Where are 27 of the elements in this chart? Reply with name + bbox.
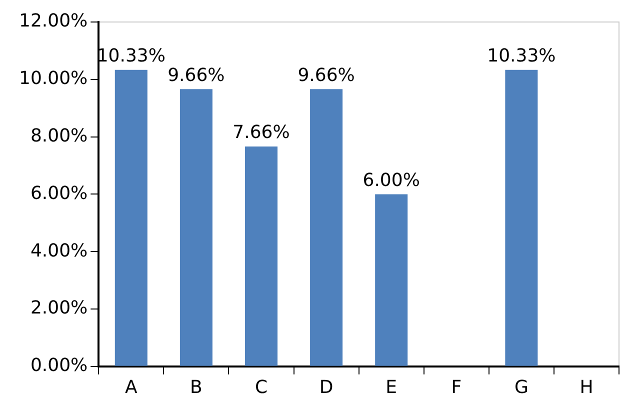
x-tick-label: C [254, 376, 268, 398]
x-tick-label: D [319, 376, 334, 398]
y-tick-label: 4.00% [30, 240, 88, 262]
bar [180, 89, 212, 366]
y-tick-label: 8.00% [30, 125, 88, 146]
x-tick-label: G [514, 376, 528, 398]
x-tick-label: E [386, 376, 398, 398]
y-tick-label: 0.00% [30, 355, 88, 376]
bar [244, 146, 278, 366]
y-tick-label: 6.00% [30, 182, 88, 204]
data-label: 9.66% [298, 64, 355, 86]
data-label: 6.00% [362, 170, 420, 191]
y-tick-label: 12.00% [18, 10, 88, 32]
data-label: 10.33% [96, 46, 166, 67]
bar [310, 89, 343, 366]
y-tick-label: 10.00% [18, 68, 88, 90]
x-tick-label: B [190, 376, 202, 398]
bar [375, 194, 408, 366]
x-tick-label: F [451, 376, 462, 398]
bar [114, 70, 148, 366]
y-tick-label: 2.00% [30, 298, 88, 319]
data-label: 7.66% [232, 122, 290, 144]
data-label: 9.66% [168, 64, 225, 86]
x-tick-label: A [124, 376, 138, 398]
bar [505, 70, 538, 366]
data-label: 10.33% [487, 46, 556, 67]
x-tick-label: H [580, 376, 594, 398]
